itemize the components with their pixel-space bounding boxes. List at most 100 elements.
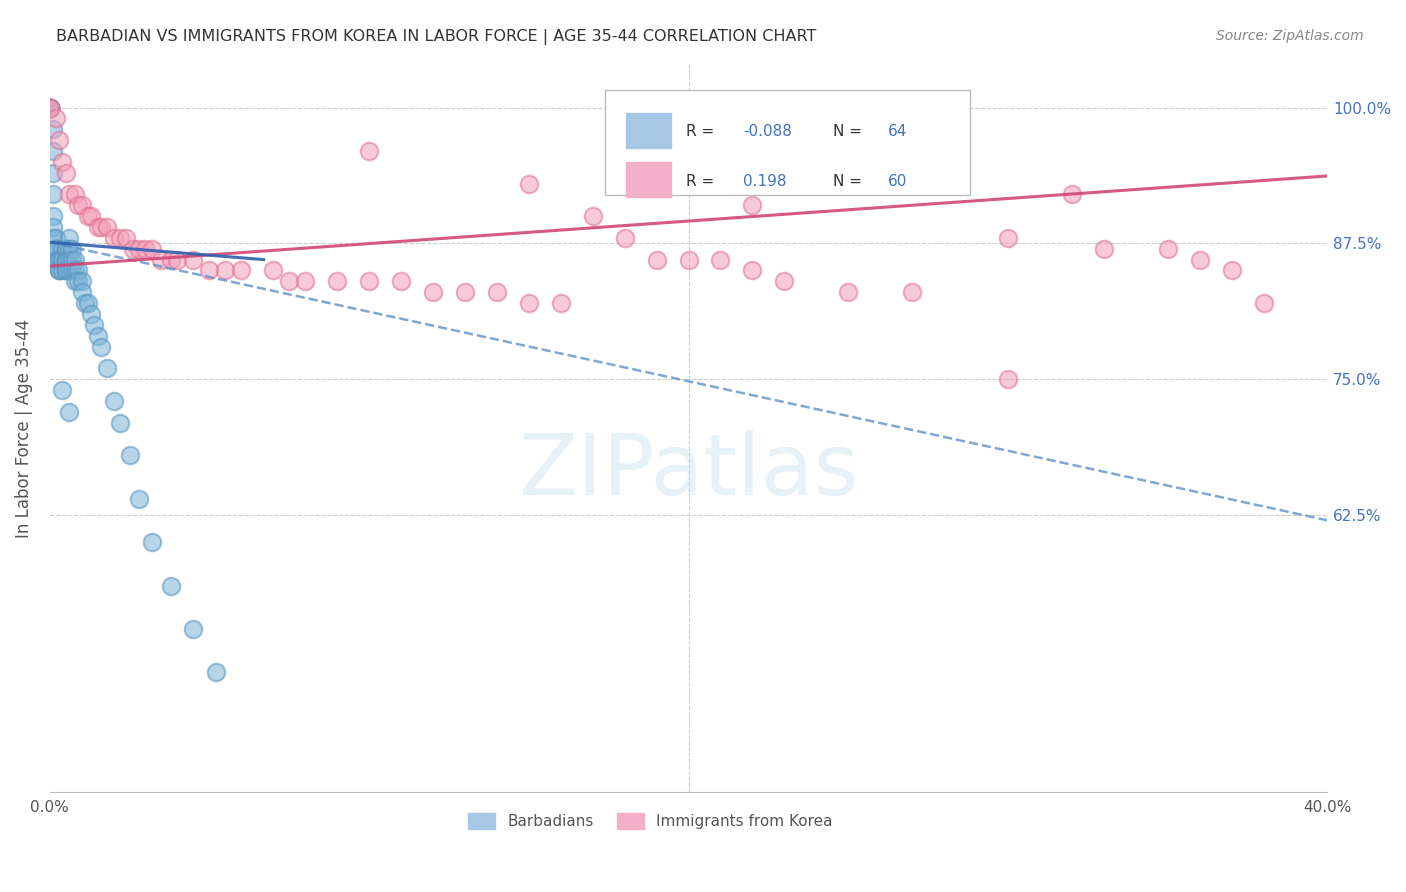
Point <box>70 274 93 288</box>
Point <box>1092 242 1115 256</box>
Point <box>58 263 80 277</box>
Point <box>454 285 477 300</box>
Point <box>38 101 60 115</box>
Text: N =: N = <box>832 124 868 139</box>
Point <box>359 274 381 288</box>
Point <box>60 252 83 267</box>
Point <box>51 242 73 256</box>
Point <box>160 578 183 592</box>
Point <box>70 198 93 212</box>
Point <box>58 405 80 419</box>
Point <box>83 318 105 332</box>
Point <box>45 231 67 245</box>
Text: 64: 64 <box>887 124 907 139</box>
Point <box>709 252 731 267</box>
Point <box>1188 252 1211 267</box>
Point <box>294 274 316 288</box>
Point <box>58 187 80 202</box>
Point <box>58 231 80 245</box>
Point <box>73 296 96 310</box>
Point <box>65 263 87 277</box>
Point <box>231 263 253 277</box>
Point <box>134 242 156 256</box>
Point <box>51 154 73 169</box>
Point <box>55 242 77 256</box>
Point <box>517 177 540 191</box>
Point <box>166 252 188 267</box>
Text: -0.088: -0.088 <box>744 124 793 139</box>
Point <box>80 307 103 321</box>
Point <box>42 231 65 245</box>
Point <box>42 220 65 235</box>
Point <box>42 122 65 136</box>
Point <box>55 263 77 277</box>
Point <box>997 231 1019 245</box>
Point <box>214 263 236 277</box>
Point <box>108 416 131 430</box>
Point <box>997 372 1019 386</box>
Point <box>60 242 83 256</box>
Point <box>262 263 284 277</box>
Point <box>60 263 83 277</box>
Point <box>183 622 205 636</box>
Point <box>48 263 70 277</box>
Point <box>65 274 87 288</box>
Point <box>55 263 77 277</box>
Point <box>422 285 444 300</box>
Point <box>70 285 93 300</box>
Point <box>45 242 67 256</box>
Text: 60: 60 <box>887 174 907 189</box>
Point <box>51 383 73 397</box>
Point <box>1253 296 1275 310</box>
Point <box>485 285 508 300</box>
Point <box>103 231 125 245</box>
FancyBboxPatch shape <box>606 89 970 195</box>
Point <box>517 296 540 310</box>
Point <box>96 220 118 235</box>
FancyBboxPatch shape <box>626 112 671 148</box>
Point <box>65 187 87 202</box>
Point <box>55 252 77 267</box>
Point <box>645 252 668 267</box>
Text: N =: N = <box>832 174 868 189</box>
Text: R =: R = <box>686 174 724 189</box>
Point <box>1157 242 1180 256</box>
Point <box>141 535 163 549</box>
FancyBboxPatch shape <box>626 162 671 197</box>
Point <box>58 252 80 267</box>
Point <box>42 209 65 223</box>
Point <box>51 252 73 267</box>
Point <box>108 231 131 245</box>
Point <box>45 242 67 256</box>
Point <box>326 274 349 288</box>
Point <box>121 242 143 256</box>
Point <box>51 263 73 277</box>
Point <box>901 285 924 300</box>
Point <box>45 112 67 126</box>
Point <box>773 274 796 288</box>
Point <box>58 242 80 256</box>
Point <box>45 252 67 267</box>
Point <box>67 198 90 212</box>
Point <box>38 101 60 115</box>
Point <box>48 252 70 267</box>
Point <box>582 209 605 223</box>
Point <box>48 133 70 147</box>
Legend: Barbadians, Immigrants from Korea: Barbadians, Immigrants from Korea <box>461 807 839 835</box>
Point <box>51 252 73 267</box>
Point <box>160 252 183 267</box>
Text: R =: R = <box>686 124 718 139</box>
Point <box>118 448 141 462</box>
Text: 0.198: 0.198 <box>744 174 787 189</box>
Point <box>1220 263 1243 277</box>
Point <box>38 101 60 115</box>
Point <box>837 285 859 300</box>
Point <box>204 665 226 680</box>
Point <box>389 274 412 288</box>
Point <box>38 101 60 115</box>
Point <box>90 220 112 235</box>
Point <box>55 252 77 267</box>
Point <box>65 252 87 267</box>
Point <box>48 252 70 267</box>
Point <box>150 252 173 267</box>
